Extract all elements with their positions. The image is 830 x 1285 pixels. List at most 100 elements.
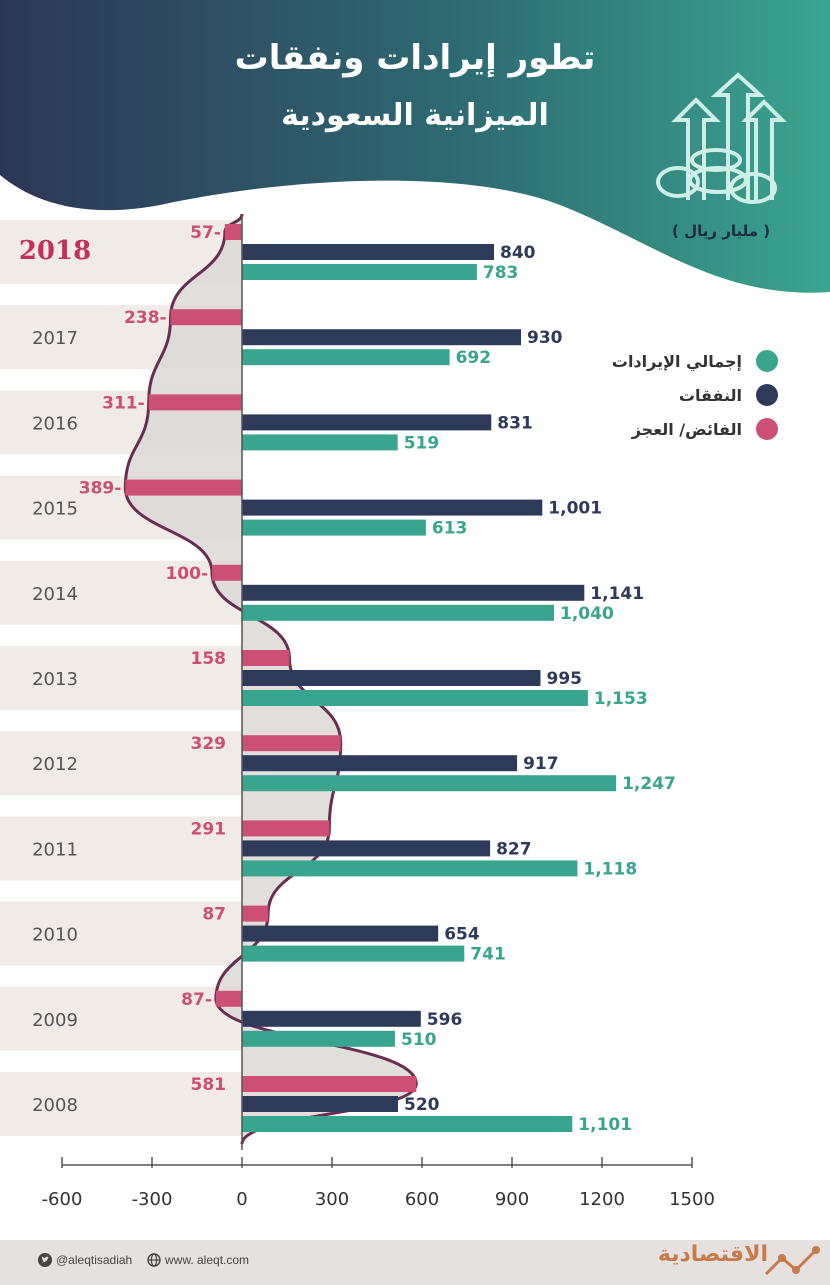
year-label: 2008 [32, 1095, 78, 1116]
balance-label: 57- [190, 223, 221, 243]
balance-bar [242, 1076, 417, 1092]
year-band [0, 901, 242, 966]
balance-label: 329 [191, 734, 227, 754]
balance-label: 87- [181, 990, 212, 1010]
expenses-label: 520 [404, 1095, 440, 1115]
revenue-bar [242, 860, 578, 877]
website-link[interactable]: www. aleqt.com [165, 1253, 250, 1267]
expenses-bar [242, 670, 541, 686]
balance-bar [242, 820, 330, 837]
coins-arrows-icon [656, 72, 787, 204]
year-band [0, 731, 242, 796]
legend-item-revenue: إجمالي الإيرادات [612, 350, 778, 372]
balance-bar [125, 479, 242, 496]
x-tick-label: 300 [315, 1189, 349, 1210]
year-band [0, 646, 242, 710]
x-tick-label: 900 [495, 1189, 529, 1210]
year-label: 2017 [32, 328, 78, 349]
legend-label-balance: الفائض/ العجز [631, 419, 742, 439]
legend-swatch-balance [756, 418, 778, 440]
twitter-icon [38, 1253, 52, 1267]
twitter-handle[interactable]: @aleqtisadiah [56, 1253, 133, 1267]
revenue-bar [242, 945, 465, 962]
header-background [0, 0, 830, 293]
balance-label: 311- [102, 393, 145, 413]
brand-name: الاقتصادية [657, 1242, 768, 1267]
revenue-label: 1,118 [583, 859, 637, 879]
expenses-bar [242, 244, 494, 260]
revenue-bar [242, 775, 617, 792]
revenue-bar [242, 604, 554, 621]
balance-bar [215, 990, 242, 1007]
revenue-bar [242, 690, 588, 706]
expenses-bar [242, 1010, 421, 1027]
revenue-label: 1,153 [594, 689, 648, 709]
revenue-bar [242, 264, 477, 280]
expenses-bar [242, 414, 492, 431]
year-label: 2009 [32, 1010, 78, 1031]
expenses-bar [242, 925, 439, 942]
revenue-label: 519 [404, 433, 440, 453]
x-tick-label: 1500 [669, 1189, 715, 1210]
revenue-label: 510 [401, 1030, 437, 1050]
balance-bar [242, 905, 269, 922]
year-label: 2015 [32, 499, 78, 520]
year-band [0, 986, 242, 1051]
legend-item-expenses: النفقات [679, 384, 778, 406]
x-tick-label: 1200 [579, 1189, 625, 1210]
brand-logo-icon [764, 1246, 820, 1276]
revenue-label: 741 [470, 945, 506, 965]
revenue-bar [242, 1030, 395, 1047]
year-band [0, 1072, 242, 1136]
revenue-label: 1,247 [622, 774, 676, 794]
legend-label-revenue: إجمالي الإيرادات [611, 351, 742, 371]
expenses-label: 1,141 [590, 584, 644, 604]
balance-label: 581 [191, 1075, 227, 1095]
expenses-label: 930 [527, 328, 563, 348]
expenses-label: 831 [497, 413, 533, 433]
year-band [0, 560, 242, 625]
balance-bar [212, 564, 242, 581]
balance-label: 158 [191, 649, 227, 669]
legend-swatch-revenue [756, 350, 778, 372]
expenses-bar [242, 499, 543, 516]
footer: @aleqtisadiah www. aleqt.com [0, 1240, 830, 1285]
x-tick-label: 600 [405, 1189, 439, 1210]
expenses-label: 827 [496, 839, 531, 859]
balance-label: 238- [124, 308, 167, 328]
balance-label: 389- [79, 479, 122, 499]
revenue-bar [242, 519, 426, 536]
legend-item-balance: الفائض/ العجز [632, 418, 778, 440]
year-label: 2013 [32, 669, 78, 690]
balance-label: 87 [202, 905, 226, 925]
expenses-bar [242, 1096, 398, 1112]
expenses-label: 917 [523, 754, 559, 774]
revenue-label: 1,040 [560, 604, 614, 624]
expenses-label: 596 [427, 1010, 463, 1030]
revenue-label: 613 [432, 519, 468, 539]
year-label: 2011 [32, 839, 78, 860]
year-label: 2010 [32, 925, 78, 946]
balance-bar [242, 735, 341, 752]
balance-bar [242, 650, 290, 666]
expenses-label: 1,001 [548, 499, 602, 519]
expenses-label: 995 [547, 669, 583, 689]
chart-subtitle: الميزانية السعودية [281, 98, 549, 133]
year-band [0, 816, 242, 881]
x-tick-label: -300 [132, 1189, 173, 1210]
year-label: 2012 [32, 754, 78, 775]
legend-swatch-expenses [756, 384, 778, 406]
revenue-bar [242, 434, 398, 451]
expenses-bar [242, 755, 518, 772]
legend-label-expenses: النفقات [678, 385, 742, 405]
year-label: 2016 [32, 413, 78, 434]
balance-bar [148, 394, 242, 411]
x-tick-label: 0 [236, 1189, 247, 1210]
expenses-label: 654 [444, 925, 480, 945]
expenses-bar [242, 840, 491, 857]
expenses-label: 840 [500, 243, 536, 263]
revenue-bar [242, 349, 450, 366]
unit-label: ( مليار ريال ) [672, 222, 771, 240]
balance-label: 100- [165, 564, 208, 584]
